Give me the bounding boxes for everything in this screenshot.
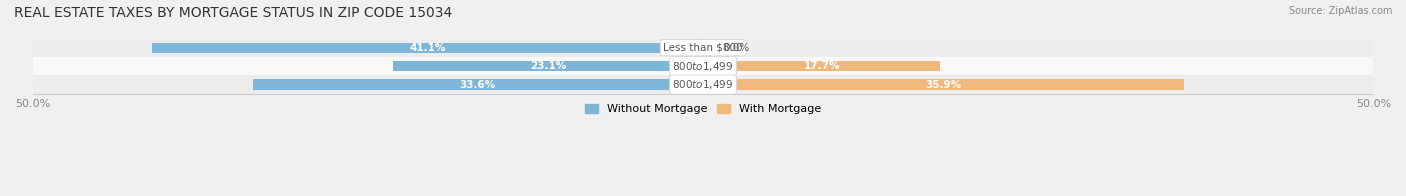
Text: 0.0%: 0.0% xyxy=(723,43,749,53)
Legend: Without Mortgage, With Mortgage: Without Mortgage, With Mortgage xyxy=(581,100,825,119)
Text: 33.6%: 33.6% xyxy=(460,80,496,90)
Bar xyxy=(152,43,703,53)
Text: REAL ESTATE TAXES BY MORTGAGE STATUS IN ZIP CODE 15034: REAL ESTATE TAXES BY MORTGAGE STATUS IN … xyxy=(14,6,453,20)
Text: $800 to $1,499: $800 to $1,499 xyxy=(672,60,734,73)
Bar xyxy=(32,57,1374,75)
Text: $800 to $1,499: $800 to $1,499 xyxy=(672,78,734,91)
Bar xyxy=(32,75,1374,94)
Text: Less than $800: Less than $800 xyxy=(664,43,742,53)
Bar xyxy=(703,61,941,71)
Bar xyxy=(394,61,703,71)
Text: 35.9%: 35.9% xyxy=(925,80,962,90)
Text: Source: ZipAtlas.com: Source: ZipAtlas.com xyxy=(1288,6,1392,16)
Text: 23.1%: 23.1% xyxy=(530,61,567,71)
Bar xyxy=(703,80,1184,90)
Text: 17.7%: 17.7% xyxy=(803,61,839,71)
Bar xyxy=(253,80,703,90)
Bar xyxy=(32,39,1374,57)
Text: 41.1%: 41.1% xyxy=(409,43,446,53)
